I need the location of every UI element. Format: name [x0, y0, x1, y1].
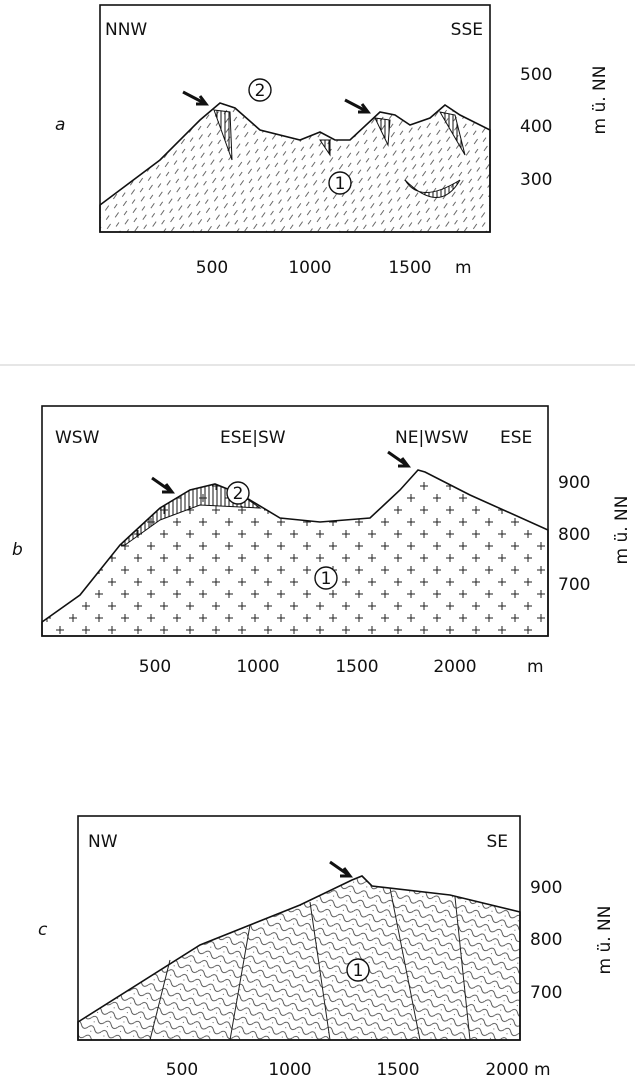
arrow [330, 862, 350, 876]
y-tick-label: 900 [530, 878, 562, 898]
profile [78, 876, 520, 1040]
marker-label: 2 [255, 81, 266, 101]
panel-label: b [12, 540, 23, 560]
marker-label: 2 [233, 484, 244, 504]
direction: NW [88, 832, 118, 852]
y-tick-label: 700 [530, 983, 562, 1003]
x-tick-label: 2000 [433, 657, 476, 677]
arrow [388, 452, 408, 466]
y-tick-label: 500 [520, 65, 552, 85]
direction: ESE [500, 428, 532, 448]
panel-b: WSW ESE|SW NE|WSW ESE 2 1 b 500 1000 150… [12, 406, 632, 677]
direction: WSW [55, 428, 100, 448]
direction: NNW [105, 20, 147, 40]
direction: SSE [451, 20, 483, 40]
marker-label: 1 [321, 569, 332, 589]
marker-label: 1 [353, 961, 364, 981]
x-tick-label: 1000 [236, 657, 279, 677]
x-tick-label: 500 [166, 1060, 198, 1080]
y-tick-label: 900 [558, 473, 590, 493]
direction: SE [486, 832, 508, 852]
panel-label: a [55, 115, 65, 135]
profile [100, 103, 490, 232]
y-tick-label: 300 [520, 170, 552, 190]
arrow [183, 92, 206, 104]
x-tick-label: 2000 m [485, 1060, 550, 1080]
direction: ESE|SW [220, 428, 286, 448]
y-tick-label: 800 [558, 525, 590, 545]
y-unit: m ü. NN [612, 496, 632, 565]
x-tick-label: 1500 [376, 1060, 419, 1080]
figure: NNW SSE 2 1 a 500 1000 1500 m 500 400 30… [0, 0, 635, 1085]
x-tick-label: 500 [139, 657, 171, 677]
y-tick-label: 800 [530, 930, 562, 950]
y-unit: m ü. NN [595, 906, 615, 975]
profile [42, 470, 548, 636]
panel-label: c [38, 920, 48, 940]
x-tick-label: 1500 [388, 258, 431, 278]
x-tick-label: 500 [196, 258, 228, 278]
y-unit: m ü. NN [590, 66, 610, 135]
x-unit: m [455, 258, 472, 278]
marker-label: 1 [335, 174, 346, 194]
arrow [345, 100, 368, 112]
x-unit: m [527, 657, 544, 677]
x-tick-label: 1500 [335, 657, 378, 677]
panel-a: NNW SSE 2 1 a 500 1000 1500 m 500 400 30… [55, 5, 610, 278]
arrow [152, 478, 172, 492]
x-tick-label: 1000 [268, 1060, 311, 1080]
y-tick-label: 400 [520, 117, 552, 137]
y-tick-label: 700 [558, 575, 590, 595]
x-tick-label: 1000 [288, 258, 331, 278]
panel-c: NW SE 1 c 500 1000 1500 2000 m 900 800 7… [38, 816, 615, 1080]
direction: NE|WSW [395, 428, 469, 448]
